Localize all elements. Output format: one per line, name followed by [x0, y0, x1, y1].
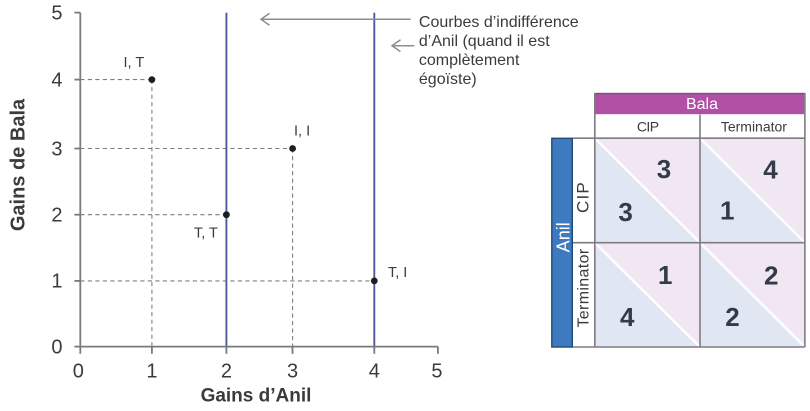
- svg-text:Bala: Bala: [686, 96, 718, 113]
- svg-text:5: 5: [431, 361, 442, 383]
- svg-text:Anil: Anil: [554, 222, 574, 252]
- svg-text:CIP: CIP: [637, 118, 659, 134]
- svg-text:3: 3: [657, 154, 671, 184]
- svg-text:Gains de Bala: Gains de Bala: [8, 98, 30, 231]
- svg-text:Terminator: Terminator: [576, 248, 593, 327]
- svg-text:complètement: complètement: [419, 52, 520, 69]
- svg-text:4: 4: [763, 154, 778, 184]
- svg-text:T, I: T, I: [388, 265, 407, 281]
- svg-text:2: 2: [725, 302, 739, 332]
- svg-text:1: 1: [720, 196, 734, 226]
- svg-text:Courbes d’indifférence: Courbes d’indifférence: [419, 14, 579, 31]
- svg-text:Terminator: Terminator: [721, 118, 787, 134]
- svg-text:0: 0: [51, 337, 62, 359]
- svg-text:3: 3: [51, 138, 62, 160]
- svg-text:3: 3: [618, 197, 632, 227]
- svg-text:3: 3: [287, 361, 298, 383]
- svg-text:2: 2: [764, 261, 778, 291]
- svg-text:CIP: CIP: [574, 181, 593, 213]
- svg-text:Gains d’Anil: Gains d’Anil: [201, 386, 312, 407]
- svg-text:1: 1: [51, 271, 62, 293]
- svg-text:5: 5: [51, 3, 62, 25]
- svg-text:4: 4: [51, 69, 62, 91]
- svg-text:4: 4: [369, 361, 380, 383]
- svg-text:I, T: I, T: [124, 55, 145, 71]
- svg-text:égoïste): égoïste): [419, 71, 477, 88]
- svg-text:1: 1: [146, 361, 157, 383]
- svg-text:T, T: T, T: [194, 226, 218, 242]
- svg-text:2: 2: [51, 205, 62, 227]
- svg-text:1: 1: [658, 260, 672, 290]
- svg-text:0: 0: [73, 361, 84, 383]
- svg-text:2: 2: [221, 361, 232, 383]
- svg-text:I, I: I, I: [294, 123, 310, 139]
- svg-text:4: 4: [620, 302, 635, 332]
- svg-text:d’Anil (quand il est: d’Anil (quand il est: [419, 33, 550, 50]
